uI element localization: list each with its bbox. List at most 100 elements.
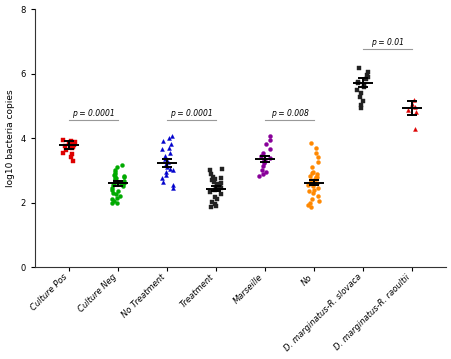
Point [113,195,120,201]
Point [163,164,170,170]
Point [207,177,215,183]
Point [306,173,313,179]
Point [256,153,263,159]
Point [211,201,218,207]
Point [70,142,77,148]
Point [61,143,68,149]
Point [68,151,75,157]
Point [166,166,173,172]
Point [308,183,316,189]
Point [109,190,116,196]
Point [169,167,176,173]
Point [255,173,262,179]
Point [110,198,117,204]
Point [258,171,266,177]
Point [65,141,72,147]
Point [311,180,318,186]
Point [158,146,165,152]
Point [211,187,218,193]
Point [165,145,172,150]
Point [114,179,121,185]
Point [110,172,117,178]
Point [208,199,216,205]
Point [161,153,168,159]
Point [111,167,118,173]
Point [361,76,368,82]
Point [207,205,214,210]
Point [108,196,115,202]
Point [212,186,219,192]
Point [62,148,69,153]
Point [168,134,175,139]
Point [363,72,370,78]
Point [356,102,364,108]
Point [212,183,220,188]
Point [306,204,313,210]
Point [115,188,122,194]
Point [120,173,127,179]
Point [162,172,169,178]
Point [207,189,214,195]
Point [59,137,66,143]
Point [308,196,315,201]
Point [409,97,416,103]
Point [313,174,320,180]
Point [308,170,315,176]
Point [260,160,267,166]
Point [164,159,171,165]
Point [311,174,318,180]
Point [304,202,311,208]
Point [161,161,169,167]
Point [209,179,216,185]
Point [109,185,116,191]
Point [67,154,74,160]
Point [119,183,126,189]
Point [266,146,273,152]
Point [117,180,124,185]
Point [313,171,320,177]
Point [161,156,168,162]
Point [312,145,319,150]
Point [169,182,176,188]
Point [260,157,267,163]
Point [68,145,75,151]
Point [262,169,269,175]
Point [314,159,321,165]
Text: p = 0.0001: p = 0.0001 [170,109,212,118]
Point [217,180,225,185]
Point [212,203,219,209]
Point [120,178,127,183]
Point [305,188,312,194]
Point [216,176,224,181]
Point [354,79,361,84]
Point [259,164,266,169]
Point [69,158,77,164]
Point [304,182,311,188]
Point [310,187,317,192]
Point [207,171,214,176]
Point [113,200,120,205]
Point [211,176,218,182]
Point [262,141,269,147]
Point [110,181,118,187]
Point [266,137,273,143]
Point [356,90,364,96]
Point [158,176,165,181]
Point [266,134,273,139]
Point [258,167,265,173]
Point [216,184,223,190]
Point [166,150,173,155]
Point [159,138,166,144]
Point [307,140,314,146]
Point [258,150,266,155]
Point [110,182,117,188]
Point [411,109,419,115]
Point [355,65,362,71]
Point [359,82,367,88]
Text: p = 0.008: p = 0.008 [270,109,308,118]
Point [307,178,314,183]
Point [111,169,118,175]
Point [314,185,321,191]
Point [167,141,175,147]
Point [313,154,321,160]
